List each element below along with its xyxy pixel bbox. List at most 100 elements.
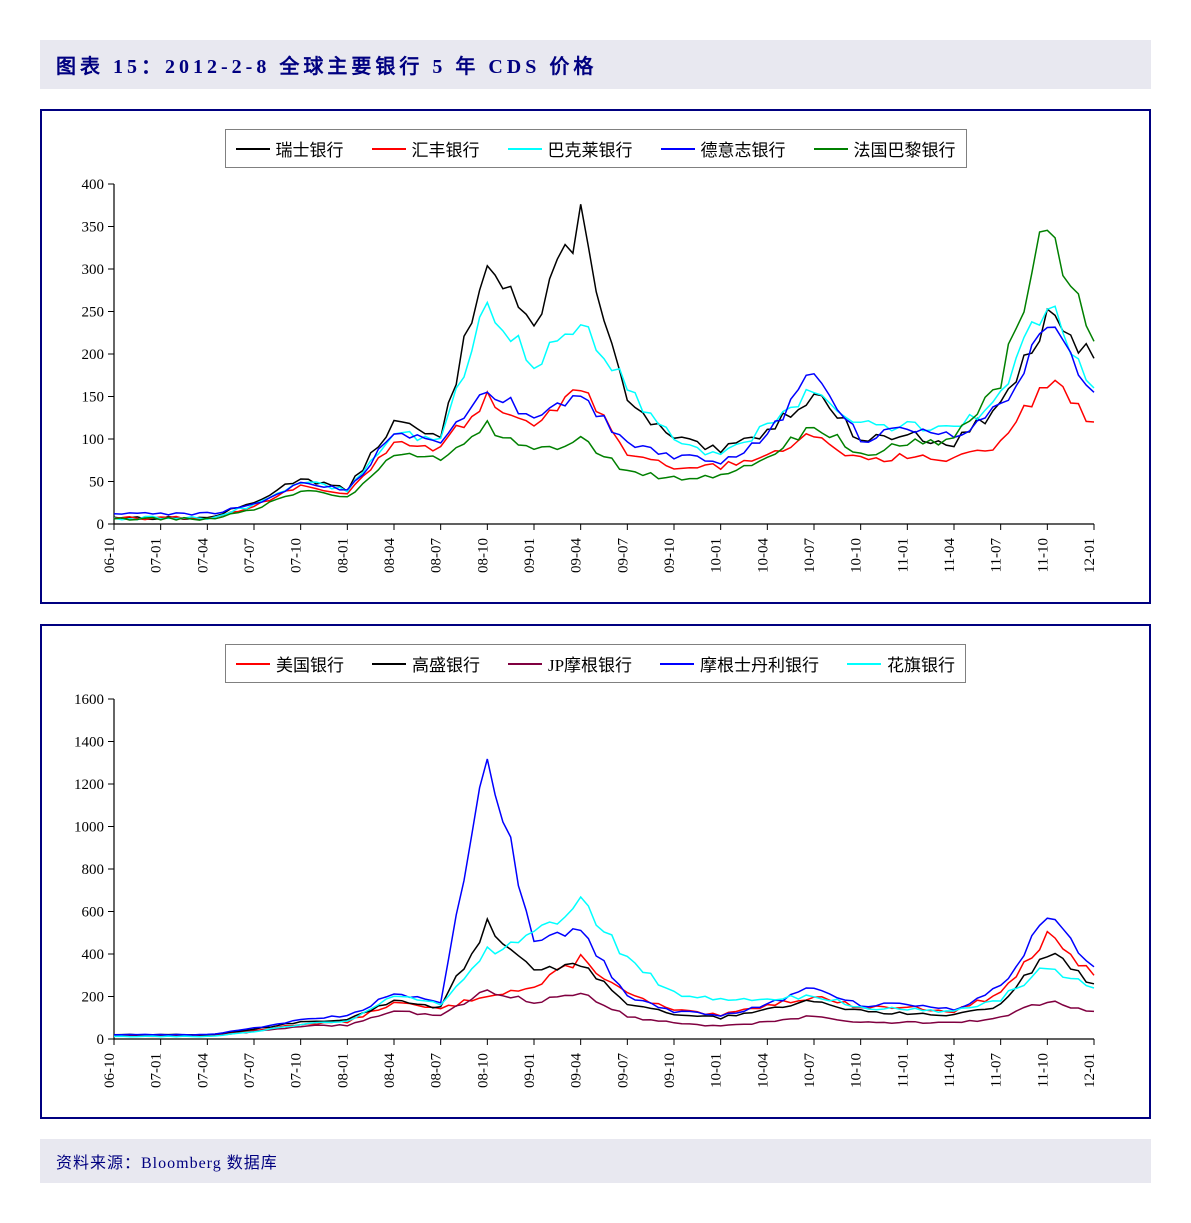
x-tick-label: 11-10 [1035,538,1051,572]
x-tick-label: 08-10 [475,1053,491,1088]
series-line [114,327,1094,515]
y-tick-label: 1200 [74,777,104,793]
legend-swatch [236,148,270,150]
x-tick-label: 06-10 [102,1053,118,1088]
legend-item: 美国银行 [236,651,344,676]
x-tick-label: 10-01 [709,1053,725,1088]
y-tick-label: 0 [97,1032,105,1048]
legend-label: 汇丰银行 [412,136,480,161]
legend-item: 瑞士银行 [236,136,344,161]
x-tick-label: 09-01 [522,1053,538,1088]
x-tick-label: 07-07 [242,538,258,573]
legend-label: 美国银行 [276,651,344,676]
series-line [114,230,1094,520]
y-tick-label: 0 [97,517,105,533]
x-tick-label: 09-07 [615,538,631,573]
x-tick-label: 10-01 [709,538,725,573]
y-tick-label: 1000 [74,820,104,836]
y-tick-label: 400 [82,177,105,193]
x-tick-label: 07-10 [289,1053,305,1088]
y-tick-label: 150 [82,390,105,406]
x-tick-label: 09-07 [615,1053,631,1088]
legend-label: 巴克莱银行 [548,136,633,161]
chart-title: 图表 15：2012-2-8 全球主要银行 5 年 CDS 价格 [40,40,1151,89]
legend-label: 高盛银行 [412,651,480,676]
chart-1-container: 瑞士银行 汇丰银行 巴克莱银行 德意志银行 法国巴黎银行 0 50 100 150 200 250… [40,109,1151,604]
x-tick-label: 09-10 [662,1053,678,1088]
chart-2-legend: 美国银行 高盛银行 JP摩根银行 摩根士丹利银行 花旗银行 [225,644,966,683]
legend-item: 摩根士丹利银行 [660,651,819,676]
series-line [114,380,1094,519]
x-tick-label: 11-07 [989,538,1005,573]
x-tick-label: 08-01 [335,1053,351,1088]
x-tick-label: 07-10 [289,538,305,573]
legend-label: JP摩根银行 [548,651,632,676]
x-tick-label: 08-10 [475,538,491,573]
x-tick-label: 09-01 [522,538,538,573]
x-tick-label: 11-10 [1035,1053,1051,1087]
x-tick-label: 08-07 [429,1053,445,1088]
y-tick-label: 400 [82,947,105,963]
y-tick-label: 300 [82,262,105,278]
source-label: 资料来源：Bloomberg 数据库 [40,1139,1151,1183]
legend-swatch [236,663,270,665]
series-line [114,919,1094,1035]
y-tick-label: 800 [82,862,105,878]
x-tick-label: 07-07 [242,1053,258,1088]
legend-swatch [660,663,694,665]
x-tick-label: 10-07 [802,1053,818,1088]
legend-label: 法国巴黎银行 [854,136,956,161]
legend-item: JP摩根银行 [508,651,632,676]
x-tick-label: 12-01 [1082,1053,1098,1088]
legend-swatch [372,148,406,150]
x-tick-label: 07-04 [195,1053,211,1088]
legend-item: 花旗银行 [847,651,955,676]
y-tick-label: 250 [82,305,105,321]
chart-2-container: 美国银行高盛银行JP摩根银行摩根士丹利银行花旗银行 02004006008001… [40,624,1151,1119]
x-tick-label: 11-07 [989,1053,1005,1088]
x-tick-label: 11-04 [942,1053,958,1088]
legend-swatch [372,663,406,665]
chart-2-plot: 0200400600800100012001400160006-1007-010… [54,689,1114,1109]
x-tick-label: 09-10 [662,538,678,573]
legend-item: 巴克莱银行 [508,136,633,161]
legend-label: 摩根士丹利银行 [700,651,819,676]
x-tick-label: 10-10 [849,1053,865,1088]
y-tick-label: 100 [82,432,105,448]
y-tick-label: 350 [82,220,105,236]
x-tick-label: 08-07 [429,538,445,573]
y-tick-label: 50 [89,475,104,491]
series-line [114,932,1094,1037]
series-line [114,759,1094,1035]
legend-item: 德意志银行 [661,136,786,161]
chart-1-plot: 0 50 100 150 200 250 300 350 400 06-10 07-01 07-04 0… [54,174,1114,594]
y-tick-label: 1400 [74,735,104,751]
x-tick-label: 12-01 [1082,538,1098,573]
legend-swatch [508,663,542,665]
series-line [114,303,1094,520]
x-tick-label: 08-04 [382,1053,398,1088]
legend-item: 法国巴黎银行 [814,136,956,161]
legend-label: 瑞士银行 [276,136,344,161]
legend-swatch [661,148,695,150]
x-tick-label: 08-04 [382,538,398,573]
chart-1-legend: 瑞士银行 汇丰银行 巴克莱银行 德意志银行 法国巴黎银行 [225,129,967,168]
legend-label: 德意志银行 [701,136,786,161]
y-tick-label: 200 [82,990,105,1006]
legend-swatch [814,148,848,150]
x-tick-label: 07-01 [149,538,165,573]
x-tick-label: 08-01 [335,538,351,573]
x-tick-label: 07-04 [195,538,211,573]
x-tick-label: 11-01 [895,538,911,572]
x-tick-label: 11-04 [942,538,958,573]
series-line [114,204,1094,519]
x-tick-label: 09-04 [569,1053,585,1088]
y-tick-label: 200 [82,347,105,363]
x-tick-label: 10-04 [755,538,771,573]
x-tick-label: 10-04 [755,1053,771,1088]
legend-swatch [508,148,542,150]
x-tick-label: 06-10 [102,538,118,573]
x-tick-label: 09-04 [569,538,585,573]
x-tick-label: 10-07 [802,538,818,573]
legend-item: 高盛银行 [372,651,480,676]
